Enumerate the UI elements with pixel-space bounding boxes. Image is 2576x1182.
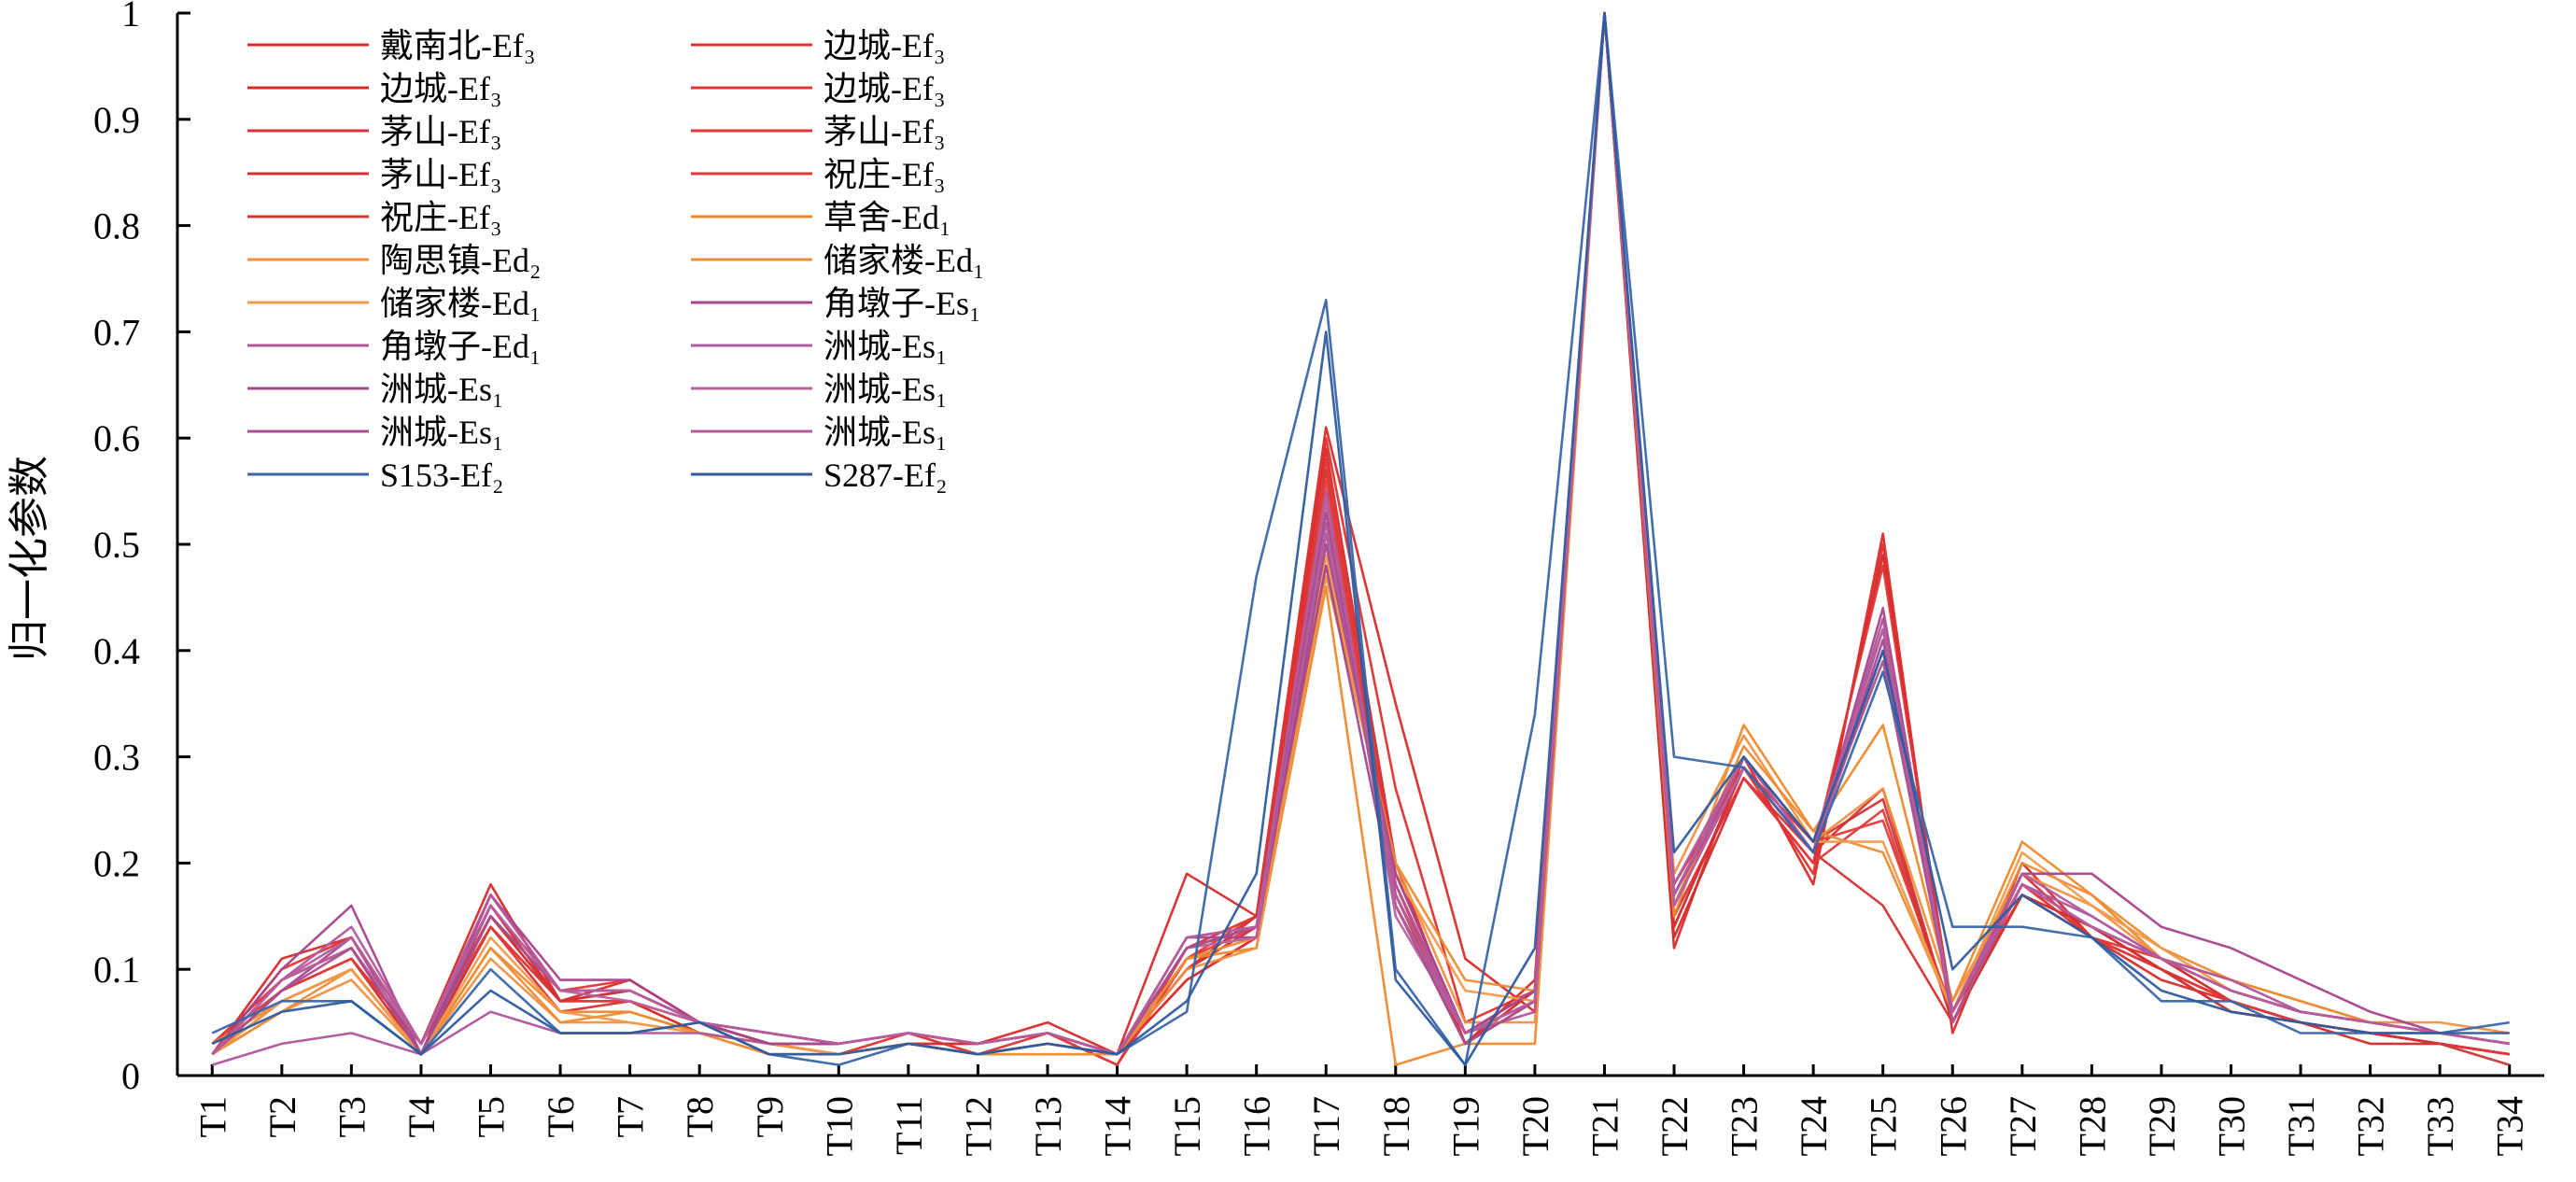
y-tick-label: 0.6	[93, 417, 140, 459]
x-tick-label: T34	[2489, 1096, 2531, 1156]
series-line	[211, 11, 2510, 1056]
x-tick-label: T7	[610, 1096, 652, 1137]
legend-label: 陶思镇-Ed₂	[380, 242, 542, 279]
legend-label: 储家楼-Ed₁	[823, 242, 985, 279]
x-tick-label: T8	[679, 1096, 721, 1137]
x-tick-label: T9	[749, 1096, 791, 1137]
x-tick-label: T29	[2141, 1096, 2183, 1156]
x-tick-label: T17	[1305, 1096, 1347, 1156]
x-tick-label: T13	[1027, 1096, 1069, 1156]
x-tick-label: T21	[1584, 1096, 1626, 1156]
x-tick-label: T27	[2002, 1096, 2044, 1156]
y-tick-label: 0.4	[93, 630, 140, 672]
legend-label: 茅山-Ef₃	[380, 156, 502, 193]
series-line	[211, 11, 2510, 1066]
x-tick-label: T11	[888, 1096, 930, 1155]
series-line	[211, 11, 2510, 1056]
x-tick-label: T28	[2071, 1096, 2113, 1156]
legend-label: 茅山-Ef₃	[823, 113, 946, 150]
y-tick-label: 0.7	[93, 311, 140, 353]
series-line	[211, 11, 2510, 1056]
x-tick-label: T23	[1724, 1096, 1766, 1156]
x-tick-label: T24	[1793, 1096, 1835, 1156]
legend-label: 边城-Ef₃	[823, 27, 946, 64]
series-line	[211, 11, 2510, 1056]
y-tick-label: 0.5	[93, 524, 140, 566]
legend-label: 洲城-Es₁	[823, 328, 948, 365]
x-tick-label: T31	[2280, 1096, 2322, 1156]
x-tick-label: T32	[2350, 1096, 2392, 1156]
legend-label: S153-Ef₂	[380, 457, 504, 494]
y-tick-label: 0.8	[93, 205, 140, 247]
legend-label: 洲城-Es₁	[380, 414, 504, 451]
legend-label: 草舍-Ed₁	[823, 199, 951, 236]
legend-label: 祝庄-Ef₃	[380, 199, 502, 236]
series-line	[211, 11, 2510, 1056]
x-tick-label: T25	[1863, 1096, 1905, 1156]
series-line	[211, 11, 2510, 1056]
series-line	[211, 11, 2510, 1066]
x-tick-label: T16	[1236, 1096, 1278, 1156]
series-line	[211, 11, 2510, 1066]
legend-label: 边城-Ef₃	[380, 70, 502, 107]
x-tick-label: T14	[1097, 1096, 1139, 1156]
series-line	[211, 11, 2510, 1056]
legend-label: 茅山-Ef₃	[380, 113, 502, 150]
x-tick-label: T5	[471, 1096, 513, 1137]
legend: 戴南北-Ef₃ 边城-Ef₃ 边城-Ef₃ 边城-Ef₃ 茅山-Ef₃ 茅山-Ef₃ 茅山-…	[247, 27, 985, 494]
y-tick-label: 1	[121, 0, 140, 35]
y-tick-label: 0.1	[93, 949, 140, 991]
x-tick-label: T30	[2210, 1096, 2252, 1156]
x-tick-label: T4	[401, 1096, 443, 1137]
x-tick-label: T22	[1654, 1096, 1696, 1156]
y-tick-label: 0.9	[93, 99, 140, 141]
x-tick-label: T6	[540, 1096, 582, 1137]
legend-label: 储家楼-Ed₁	[380, 285, 542, 322]
series-line	[211, 11, 2510, 1056]
series-line	[211, 11, 2510, 1066]
legend-label: 祝庄-Ef₃	[823, 156, 946, 193]
series-line	[211, 11, 2510, 1056]
series-layer	[211, 11, 2511, 1066]
series-line	[211, 11, 2510, 1066]
series-line	[211, 11, 2511, 1066]
legend-label: 洲城-Es₁	[823, 414, 948, 451]
series-line	[211, 11, 2510, 1056]
legend-label: 边城-Ef₃	[823, 70, 946, 107]
legend-label: S287-Ef₂	[823, 457, 948, 494]
x-tick-label: T15	[1166, 1096, 1208, 1156]
x-tick-label: T26	[1932, 1096, 1974, 1156]
legend-label: 洲城-Es₁	[823, 371, 948, 408]
x-tick-label: T1	[191, 1096, 233, 1137]
x-tick-label: T20	[1514, 1096, 1556, 1156]
y-tick-label: 0.2	[93, 842, 140, 884]
x-tick-label: T19	[1444, 1096, 1486, 1156]
series-line	[211, 11, 2510, 1066]
series-line	[211, 11, 2510, 1056]
x-tick-label: T18	[1375, 1096, 1417, 1156]
y-tick-label: 0.3	[93, 737, 140, 779]
legend-label: 洲城-Es₁	[380, 371, 504, 408]
axes: 0 0.1 0.2 0.3 0.4 0.5 0.6 0.7 0.8 0.9 1 T1 T2 T3 T4 T5 T…	[93, 0, 2544, 1156]
series-line	[211, 11, 2510, 1056]
x-tick-label: T2	[261, 1096, 303, 1137]
legend-label: 戴南北-Ef₃	[380, 27, 536, 64]
legend-label: 角墩子-Es₁	[823, 285, 981, 322]
legend-label: 角墩子-Ed₁	[380, 328, 542, 365]
x-tick-label: T12	[957, 1096, 999, 1156]
series-line	[211, 11, 2510, 1056]
series-line	[211, 11, 2510, 1056]
y-tick-label: 0	[121, 1055, 140, 1097]
series-line	[211, 11, 2510, 1056]
x-tick-label: T10	[818, 1096, 860, 1156]
y-axis-label: 归一化参数	[7, 456, 52, 661]
x-tick-label: T33	[2419, 1096, 2461, 1156]
x-tick-label: T3	[331, 1096, 373, 1137]
